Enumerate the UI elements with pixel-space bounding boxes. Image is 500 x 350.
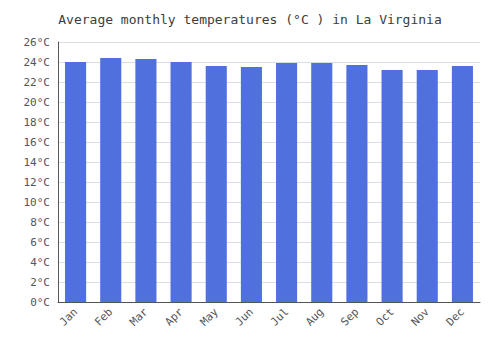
svg-text:Feb: Feb <box>92 305 115 328</box>
svg-text:0°C: 0°C <box>30 296 50 309</box>
svg-text:Aug: Aug <box>303 305 326 328</box>
svg-text:22°C: 22°C <box>24 76 51 89</box>
svg-text:20°C: 20°C <box>24 96 51 109</box>
svg-text:6°C: 6°C <box>30 236 50 249</box>
svg-text:Average monthly temperatures (: Average monthly temperatures (°C ) in La… <box>58 12 442 27</box>
svg-text:8°C: 8°C <box>30 216 50 229</box>
svg-text:14°C: 14°C <box>24 156 51 169</box>
svg-text:26°C: 26°C <box>24 36 51 49</box>
svg-text:Oct: Oct <box>373 305 396 328</box>
svg-text:May: May <box>198 305 221 328</box>
svg-text:24°C: 24°C <box>24 56 51 69</box>
svg-text:Jul: Jul <box>268 305 291 328</box>
svg-text:Nov: Nov <box>409 305 432 328</box>
svg-text:Jan: Jan <box>57 305 80 328</box>
svg-text:Sep: Sep <box>338 305 361 328</box>
svg-text:12°C: 12°C <box>24 176 51 189</box>
svg-text:Jun: Jun <box>233 305 256 328</box>
svg-text:2°C: 2°C <box>30 276 50 289</box>
svg-text:18°C: 18°C <box>24 116 51 129</box>
svg-text:Dec: Dec <box>444 305 467 328</box>
svg-text:16°C: 16°C <box>24 136 51 149</box>
svg-text:Mar: Mar <box>127 305 150 328</box>
svg-text:4°C: 4°C <box>30 256 50 269</box>
svg-text:Apr: Apr <box>162 305 185 328</box>
svg-text:10°C: 10°C <box>24 196 51 209</box>
